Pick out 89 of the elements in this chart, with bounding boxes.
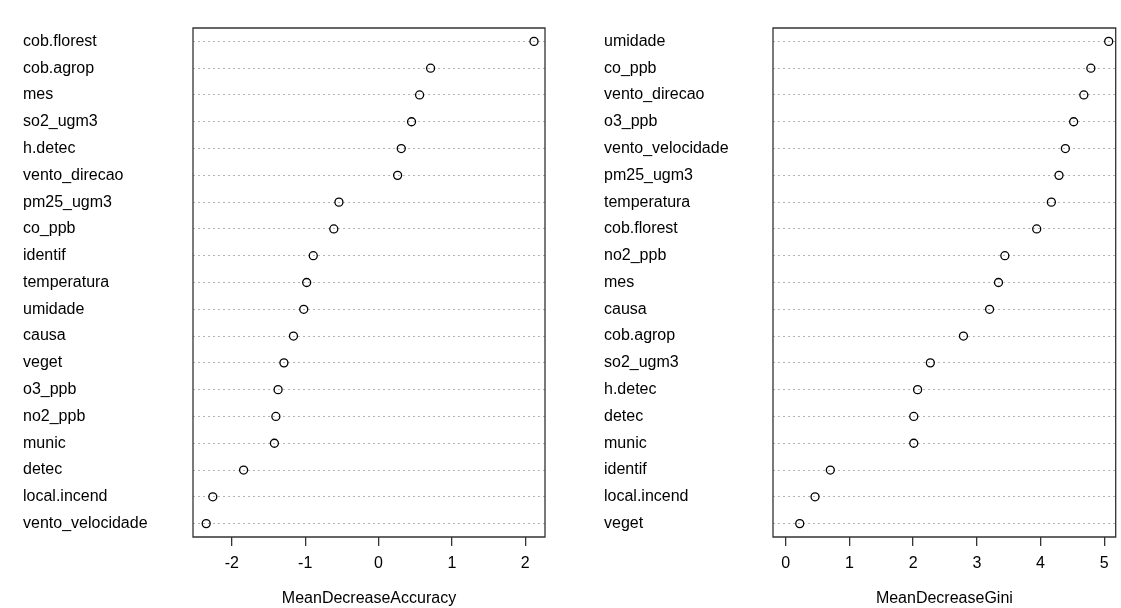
x-tick-label: 0 [374,554,384,572]
y-tick-label: h.detec [604,380,657,398]
y-tick-label: causa [604,299,647,317]
y-tick-label: cob.florest [23,31,98,49]
point [984,304,995,314]
point [273,385,283,395]
y-tick-label: veget [604,514,644,532]
y-tick-label: vento_direcao [604,85,705,104]
point [288,331,299,341]
point [396,143,406,154]
x-tick-label: 2 [908,554,918,572]
y-tick-label: identif [604,460,648,478]
point [1104,36,1114,47]
y-tick-label: no2_ppb [23,406,86,425]
y-tick-label: mes [23,85,54,103]
y-tick-label: co_ppb [23,219,76,238]
x-tick-label: -1 [298,554,313,572]
y-tick-label: vento_direcao [23,165,124,184]
y-tick-label: vento_velocidade [604,138,729,157]
y-tick-label: munic [23,433,66,451]
point [912,385,923,395]
y-tick-label: local.incend [23,487,108,505]
point [329,224,339,234]
point [909,438,919,448]
y-tick-label: no2_ppb [604,246,667,265]
point [271,411,281,422]
point [425,63,436,73]
y-tick-label: local.incend [604,487,689,505]
x-tick-label: 0 [781,554,791,572]
point [993,277,1004,288]
point [1032,224,1042,234]
y-tick-label: temperatura [23,272,110,290]
point [208,492,218,502]
x-tick-label: 5 [1099,554,1109,572]
y-tick-label: detec [604,406,644,424]
x-tick-label: 1 [844,554,854,572]
y-tick-label: h.detec [23,138,76,156]
point [1079,90,1089,100]
y-tick-label: temperatura [604,192,691,210]
point [406,117,417,127]
y-tick-label: so2_ugm3 [604,353,679,372]
y-tick-label: identif [23,246,67,264]
y-tick-label: vento_velocidade [23,514,148,533]
y-tick-label: detec [23,460,63,478]
point [238,465,249,475]
y-tick-label: co_ppb [604,58,657,77]
x-axis-title: MeanDecreaseAccuracy [281,588,457,606]
y-tick-label: cob.florest [604,219,679,237]
x-tick-label: 1 [447,554,457,572]
x-axis-title: MeanDecreaseGini [875,588,1013,606]
point [1046,197,1057,207]
point [958,331,969,341]
y-tick-label: umidade [604,31,666,49]
point [302,277,312,288]
y-tick-label: munic [604,433,647,451]
point [279,358,289,368]
point [825,465,835,475]
point [269,438,280,448]
point [909,411,919,422]
y-tick-label: causa [23,326,66,344]
y-tick-label: cob.agrop [604,326,676,344]
point [529,36,539,47]
point [1000,251,1010,261]
x-tick-label: -2 [224,554,240,572]
point [334,197,344,207]
point [201,518,211,529]
y-tick-label: cob.agrop [23,58,95,76]
point [308,251,318,261]
y-tick-label: veget [23,353,63,371]
point [925,358,935,368]
point [1060,143,1071,154]
point [795,518,805,529]
y-tick-label: umidade [23,299,85,317]
y-tick-label: o3_ppb [604,112,658,131]
y-tick-label: o3_ppb [23,380,77,399]
y-tick-label: mes [604,272,635,290]
x-tick-label: 3 [972,554,982,572]
y-tick-label: pm25_ugm3 [23,192,113,211]
point [299,304,309,314]
point [810,492,820,502]
point [1086,63,1096,73]
point [392,170,403,180]
point [1054,170,1064,180]
point [414,90,425,100]
y-tick-label: pm25_ugm3 [604,165,694,184]
y-tick-label: so2_ugm3 [23,112,98,131]
x-tick-label: 4 [1036,554,1046,572]
x-tick-label: 2 [520,554,530,572]
point [1069,117,1079,127]
